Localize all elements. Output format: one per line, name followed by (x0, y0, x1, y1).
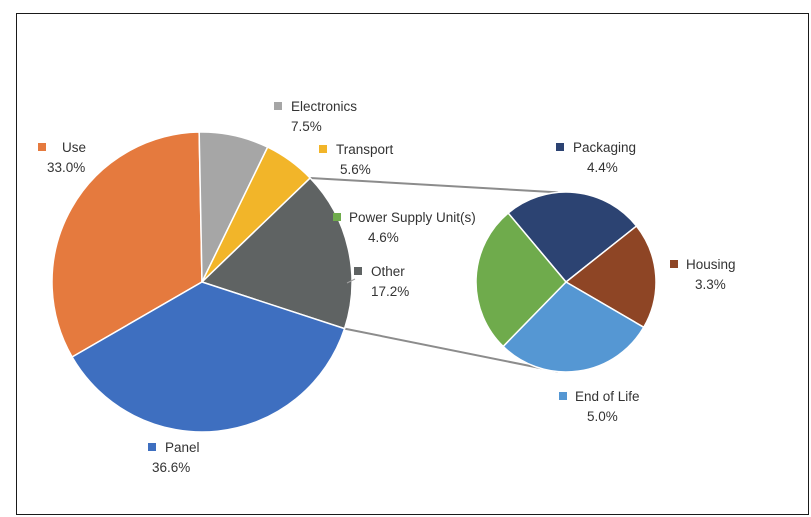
breakdown-slice-power-supply-unit-s (475, 212, 568, 348)
pie-slice-use (51, 131, 203, 359)
pie-slice-panel (71, 281, 346, 433)
pie-slice-other (200, 176, 353, 330)
data-label-name-electronics: Electronics (291, 99, 357, 114)
connector-line-bottom (344, 327, 559, 373)
legend-marker-panel (148, 443, 156, 451)
data-label-value-end-of-life: 5.0% (587, 409, 618, 424)
data-label-name-transport: Transport (336, 142, 394, 157)
legend-marker-transport (319, 145, 327, 153)
data-label-name-panel: Panel (165, 440, 200, 455)
data-label-value-other: 17.2% (371, 284, 409, 299)
legend-marker-packaging (556, 143, 564, 151)
data-label-value-use: 33.0% (47, 160, 85, 175)
legend-marker-end-of-life (559, 392, 567, 400)
breakdown-slice-packaging (507, 191, 638, 284)
data-label-name-housing: Housing (686, 257, 736, 272)
breakdown-slice-housing (564, 224, 657, 329)
data-label-value-electronics: 7.5% (291, 119, 322, 134)
data-label-name-power-supply-unit-s: Power Supply Unit(s) (349, 210, 476, 225)
legend-marker-housing (670, 260, 678, 268)
data-label-value-transport: 5.6% (340, 162, 371, 177)
data-label-name-end-of-life: End of Life (575, 389, 640, 404)
data-label-name-other: Other (371, 264, 405, 279)
connector-line-top (310, 177, 559, 194)
leader-line-other (346, 278, 356, 284)
legend-marker-use (38, 143, 46, 151)
data-label-value-packaging: 4.4% (587, 160, 618, 175)
legend-marker-electronics (274, 102, 282, 110)
legend-marker-other (354, 267, 362, 275)
data-label-name-packaging: Packaging (573, 140, 636, 155)
data-label-value-panel: 36.6% (152, 460, 190, 475)
data-label-name-use: Use (62, 140, 86, 155)
data-label-value-housing: 3.3% (695, 277, 726, 292)
breakdown-slice-end-of-life (502, 281, 645, 373)
data-label-value-power-supply-unit-s: 4.6% (368, 230, 399, 245)
legend-marker-power-supply-unit-s (333, 213, 341, 221)
